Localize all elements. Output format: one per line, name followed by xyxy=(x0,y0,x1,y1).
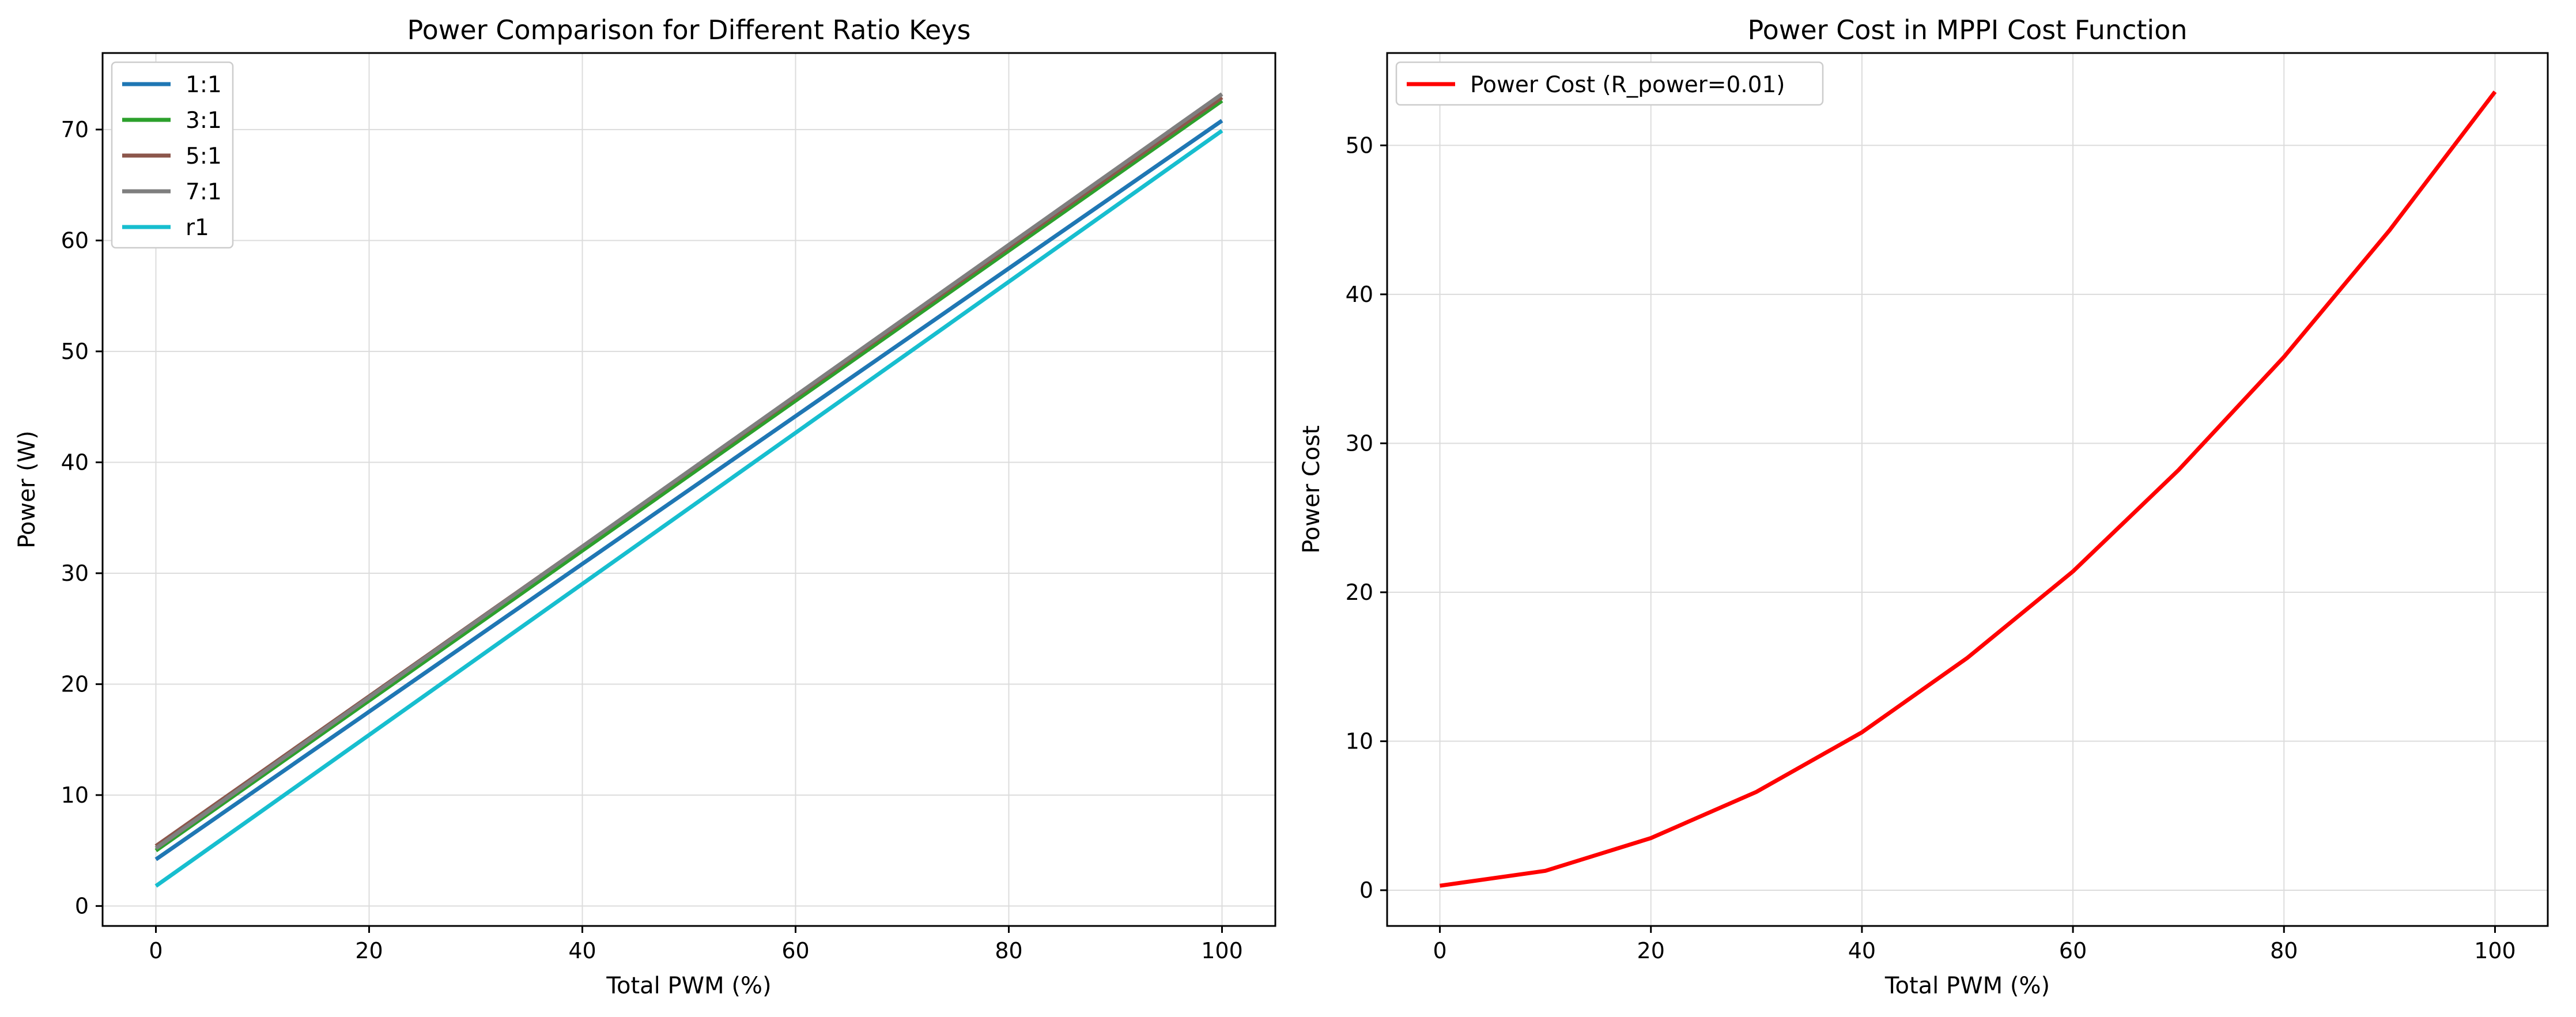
x-tick-label: 60 xyxy=(2059,938,2087,963)
series-line-7-1 xyxy=(154,92,1223,850)
chart-power-comparison: 0 20 40 60 80 100 0 10 20 30 40 50 60 70 Power Compari… xyxy=(14,14,1276,999)
x-tick-label: 80 xyxy=(995,938,1022,963)
legend-label: 3:1 xyxy=(186,108,222,134)
chart-title: Power Comparison for Different Ratio Key… xyxy=(407,14,971,46)
series-line-r1 xyxy=(154,128,1223,888)
x-tick-label: 0 xyxy=(1433,938,1446,963)
legend-box xyxy=(1395,61,1824,106)
y-tick-label: 50 xyxy=(61,339,89,364)
y-tick-label: 20 xyxy=(1346,580,1373,605)
chart-power-cost: 0 20 40 60 80 100 0 10 20 30 40 50 Power Cost in MPP… xyxy=(1298,14,2549,999)
legend-box xyxy=(111,61,234,249)
series-line-3-1 xyxy=(154,99,1223,852)
series-line-Power-Cost-R-power-0-01- xyxy=(1440,90,2497,888)
x-tick-label: 40 xyxy=(1848,938,1876,963)
x-tick-label: 100 xyxy=(1201,938,1243,963)
x-tick-label: 0 xyxy=(149,938,163,963)
x-tick-label: 80 xyxy=(2270,938,2298,963)
y-tick-label: 0 xyxy=(75,893,89,918)
y-tick-label: 10 xyxy=(1346,728,1373,754)
y-tick-label: 0 xyxy=(1359,878,1373,903)
legend-label: Power Cost (R_power=0.01) xyxy=(1470,72,1785,98)
x-tick-label: 20 xyxy=(1637,938,1665,963)
x-axis-label: Total PWM (%) xyxy=(606,973,771,999)
legend: Power Cost (R_power=0.01) xyxy=(1395,61,1824,106)
y-tick-label: 50 xyxy=(1346,133,1373,158)
legend-label: 5:1 xyxy=(186,143,222,169)
x-axis-label: Total PWM (%) xyxy=(1884,973,2050,999)
x-tick-label: 40 xyxy=(568,938,596,963)
y-tick-label: 40 xyxy=(61,449,89,475)
y-tick-label: 30 xyxy=(61,561,89,586)
y-tick-label: 20 xyxy=(61,671,89,697)
x-tick-label: 20 xyxy=(355,938,383,963)
y-axis-label: Power Cost xyxy=(1298,425,1325,554)
plot-frame xyxy=(1386,52,2549,927)
legend: 1:1 3:1 5:1 7:1 r1 xyxy=(111,61,234,249)
y-tick-label: 60 xyxy=(61,228,89,253)
x-tick-label: 60 xyxy=(781,938,809,963)
y-tick-label: 10 xyxy=(61,782,89,808)
y-tick-label: 70 xyxy=(61,117,89,142)
x-tick-label: 100 xyxy=(2474,938,2516,963)
y-tick-label: 40 xyxy=(1346,282,1373,307)
y-tick-label: 30 xyxy=(1346,430,1373,456)
y-axis-label: Power (W) xyxy=(14,430,40,548)
legend-label: 7:1 xyxy=(186,179,222,205)
legend-label: 1:1 xyxy=(186,72,222,98)
series-line-1-1 xyxy=(154,119,1223,861)
chart-title: Power Cost in MPPI Cost Function xyxy=(1747,14,2187,46)
legend-label: r1 xyxy=(186,215,209,241)
plot-frame xyxy=(101,52,1276,927)
